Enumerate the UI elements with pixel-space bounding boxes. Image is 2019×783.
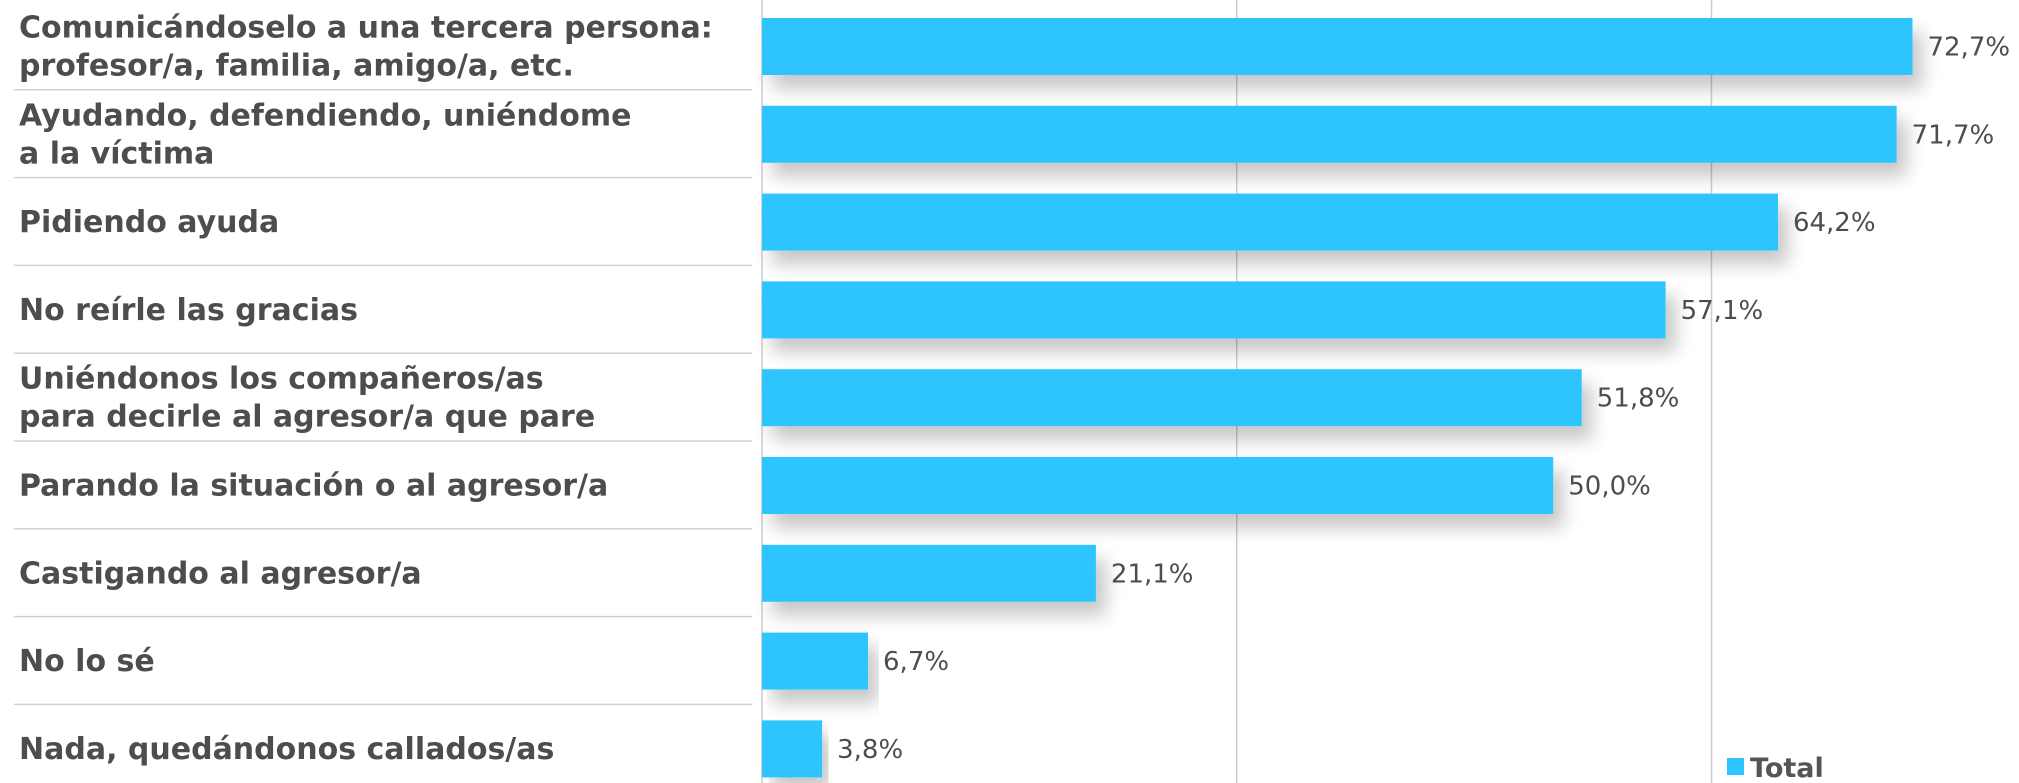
- bar-4: [762, 281, 1666, 339]
- bar-6: [762, 457, 1554, 514]
- category-label-1: Comunicándoselo a una tercera persona: pr…: [19, 11, 713, 84]
- category-label-line: profesor/a, familia, amigo/a, etc.: [19, 49, 574, 84]
- value-label-8: 6,7%: [883, 647, 949, 677]
- category-label-line: Uniéndonos los compañeros/as: [19, 362, 544, 397]
- value-label-6: 50,0%: [1568, 472, 1651, 502]
- bar-1: [762, 18, 1913, 75]
- bar-8: [762, 632, 869, 690]
- legend-swatch: [1727, 758, 1744, 775]
- bar-3: [762, 193, 1778, 251]
- category-label-line: Ayudando, defendiendo, uniéndome: [19, 98, 631, 133]
- category-label-line: Comunicándoselo a una tercera persona:: [19, 11, 713, 46]
- value-label-9: 3,8%: [837, 735, 903, 765]
- category-label-line: No lo sé: [19, 644, 155, 679]
- category-labels: Comunicándoselo a una tercera persona: pr…: [19, 11, 713, 767]
- legend-label: Total: [1750, 753, 1824, 783]
- value-labels: 72,7% 71,7% 64,2% 57,1% 51,8% 50,0% 21,1% 6,7% 3…: [837, 33, 2010, 765]
- bar-9: [762, 720, 823, 778]
- category-label-5: Uniéndonos los compañeros/as para decirle…: [19, 362, 595, 435]
- category-label-line: Nada, quedándonos callados/as: [19, 732, 554, 767]
- value-label-5: 51,8%: [1597, 384, 1680, 414]
- bar-7: [762, 544, 1096, 602]
- category-label-line: No reírle las gracias: [19, 293, 358, 328]
- bar-5: [762, 369, 1582, 427]
- category-label-line: a la víctima: [19, 136, 214, 171]
- bars: [762, 18, 1913, 778]
- row-separators: [14, 89, 752, 706]
- category-label-line: Castigando al agresor/a: [19, 556, 422, 591]
- category-label-3: Pidiendo ayuda: [19, 205, 279, 240]
- category-label-9: Nada, quedándonos callados/as: [19, 732, 554, 767]
- legend: Total: [1727, 753, 1824, 783]
- value-label-2: 71,7%: [1912, 120, 1995, 150]
- category-label-line: Pidiendo ayuda: [19, 205, 279, 240]
- category-label-7: Castigando al agresor/a: [19, 556, 422, 591]
- category-label-2: Ayudando, defendiendo, uniéndome a la víc…: [19, 98, 631, 171]
- category-label-line: Parando la situación o al agresor/a: [19, 469, 608, 504]
- category-label-6: Parando la situación o al agresor/a: [19, 469, 608, 504]
- value-label-7: 21,1%: [1111, 559, 1194, 589]
- category-label-line: para decirle al agresor/a que pare: [19, 400, 595, 435]
- value-label-1: 72,7%: [1927, 33, 2010, 63]
- value-label-3: 64,2%: [1793, 208, 1876, 238]
- bar-2: [762, 105, 1897, 163]
- category-label-4: No reírle las gracias: [19, 293, 358, 328]
- value-label-4: 57,1%: [1681, 296, 1764, 326]
- category-label-8: No lo sé: [19, 644, 155, 679]
